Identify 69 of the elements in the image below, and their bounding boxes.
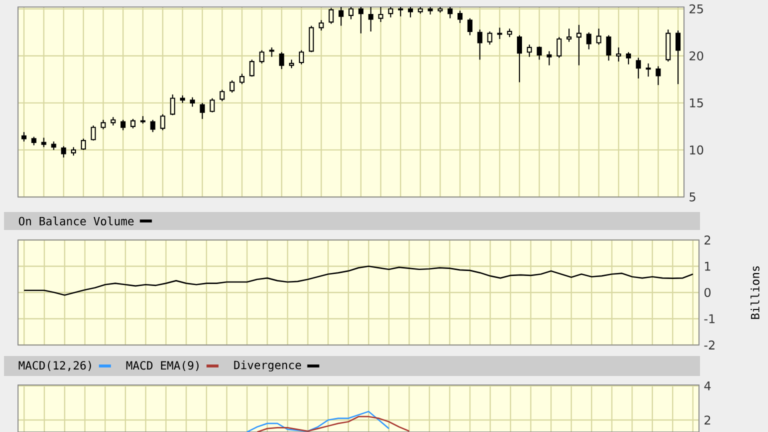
candlestick <box>279 52 284 70</box>
line-series <box>246 410 390 432</box>
candlestick <box>130 118 136 129</box>
candlestick <box>61 146 66 158</box>
candlestick <box>190 96 195 108</box>
candlestick <box>546 50 552 66</box>
candlestick <box>230 80 235 94</box>
y-tick-label: 2 <box>704 236 710 244</box>
candlestick <box>90 124 96 142</box>
candlestick <box>308 25 314 53</box>
candlestick <box>269 46 274 58</box>
candlestick <box>160 114 166 131</box>
candlestick <box>210 98 215 113</box>
candlestick <box>298 50 304 65</box>
y-tick-label: 4 <box>704 381 711 390</box>
candlestick <box>249 59 254 78</box>
candlestick <box>467 18 472 36</box>
legend-label: MACD(12,26) <box>18 360 91 372</box>
candlestick <box>80 138 86 150</box>
candlestick <box>358 6 364 34</box>
y-tick-label: 1 <box>705 262 710 271</box>
candlestick <box>636 57 641 80</box>
candlestick <box>259 50 264 64</box>
candlestick <box>566 28 572 42</box>
y-tick-label: 15 <box>690 98 703 108</box>
y-tick-label: -2 <box>704 340 714 350</box>
candlestick <box>21 132 26 142</box>
candlestick <box>676 30 681 85</box>
candlestick <box>408 6 413 18</box>
candlestick <box>586 32 592 50</box>
y-tick-label: 0 <box>704 288 711 298</box>
candlestick <box>606 34 612 62</box>
candlestick <box>338 6 344 26</box>
y-axis-title: Billions <box>750 266 760 319</box>
legend-label: MACD EMA(9) <box>126 360 199 372</box>
y-tick-label: 25 <box>690 4 703 14</box>
legend-label: On Balance Volume <box>18 216 134 226</box>
candlestick <box>220 89 225 102</box>
line-series <box>256 416 410 432</box>
candlestick <box>616 46 622 62</box>
candlestick <box>150 119 156 133</box>
candlestick <box>368 6 374 32</box>
candlestick <box>120 119 126 131</box>
candlestick <box>448 6 453 19</box>
candlestick <box>100 119 106 130</box>
candlestick <box>656 66 661 86</box>
y-tick-label: -1 <box>704 314 715 324</box>
y-tick-label: 10 <box>690 145 704 154</box>
candlestick <box>516 34 522 83</box>
candlestick <box>200 102 205 120</box>
candlestick <box>646 62 651 78</box>
candlestick <box>497 27 502 40</box>
candlestick <box>477 29 482 60</box>
candlestick <box>536 46 542 60</box>
y-tick-label: 20 <box>690 51 704 60</box>
candlestick <box>41 137 46 148</box>
y-tick-label: 5 <box>690 192 696 202</box>
candlestick <box>556 36 562 58</box>
candlestick <box>487 30 492 46</box>
candlestick <box>318 20 324 32</box>
candlestick <box>458 10 463 24</box>
candlestick <box>239 73 245 85</box>
candlestick <box>576 24 582 66</box>
candlestick <box>596 28 602 46</box>
candlestick <box>526 44 532 58</box>
y-tick-label: 2 <box>704 416 710 424</box>
candlestick <box>626 52 632 65</box>
legend-label: Divergence <box>234 360 301 372</box>
candlestick <box>170 94 176 116</box>
